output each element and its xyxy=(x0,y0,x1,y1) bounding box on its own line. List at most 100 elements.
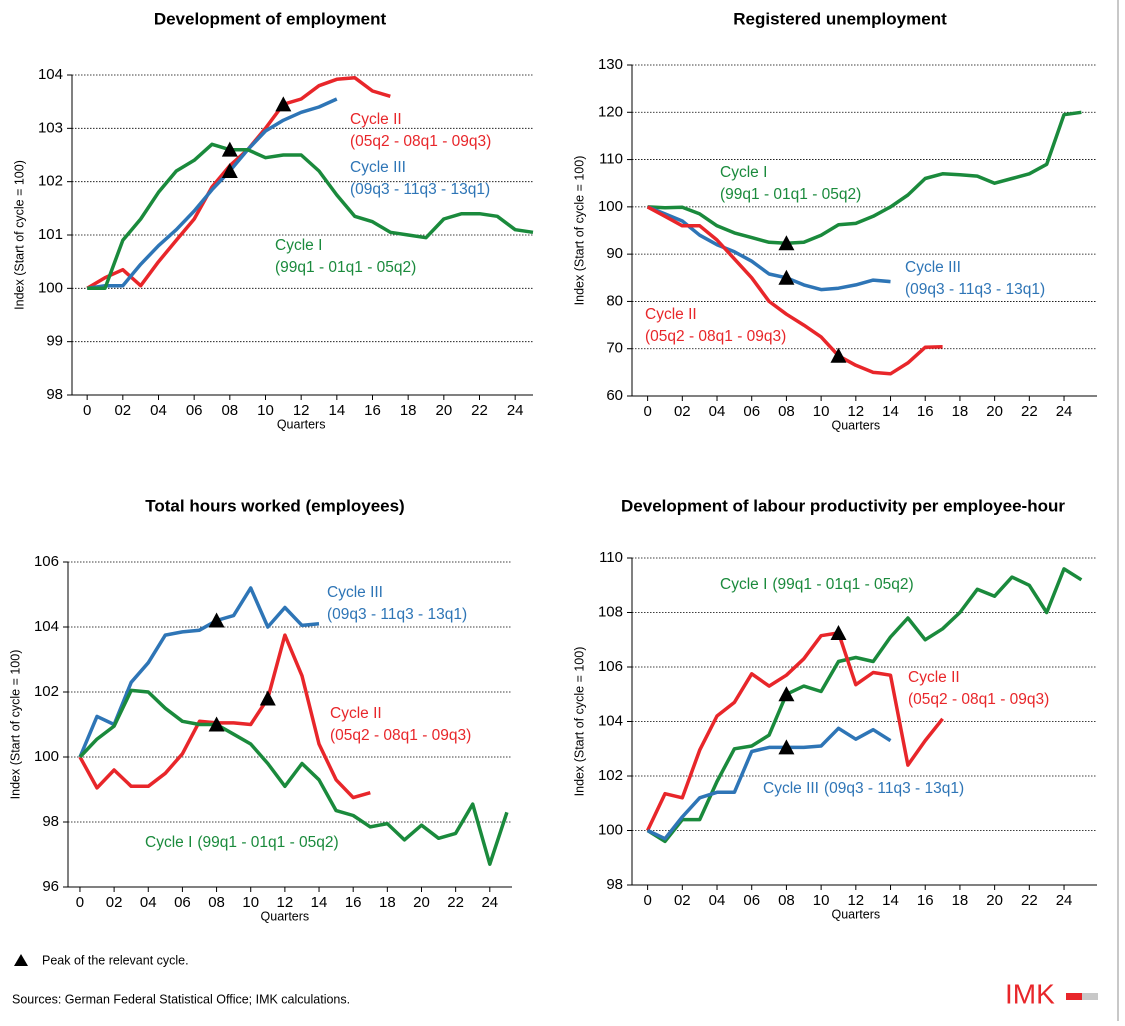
x-axis-label: Quarters xyxy=(832,907,881,921)
y-tick-label: 110 xyxy=(599,151,623,168)
x-tick-label: 12 xyxy=(847,892,864,909)
x-tick-label: 02 xyxy=(114,402,131,419)
peak-marker xyxy=(778,235,795,251)
y-tick-label: 100 xyxy=(598,821,623,838)
x-tick-label: 12 xyxy=(277,894,294,911)
x-axis-label: Quarters xyxy=(261,909,310,923)
series-period: (99q1 - 01q1 - 05q2) xyxy=(772,576,913,593)
series-label: Cycle III xyxy=(350,159,406,176)
x-axis-label: Quarters xyxy=(277,417,326,431)
x-tick-label: 24 xyxy=(1056,892,1073,909)
x-tick-label: 16 xyxy=(917,892,934,909)
x-tick-label: 0 xyxy=(643,403,651,420)
peak-note: Peak of the relevant cycle. xyxy=(42,953,189,967)
series-line xyxy=(78,688,509,866)
x-axis-label: Quarters xyxy=(832,418,881,432)
y-tick-label: 101 xyxy=(38,226,63,243)
chart-title: Development of employment xyxy=(154,9,387,28)
x-tick-label: 18 xyxy=(952,403,969,420)
series-line xyxy=(78,633,371,800)
x-tick-label: 14 xyxy=(311,894,328,911)
x-tick-label: 16 xyxy=(345,894,362,911)
series-period: (09q3 - 11q3 - 13q1) xyxy=(350,181,490,198)
peak-marker xyxy=(778,686,795,702)
chart-title: Registered unemployment xyxy=(733,9,947,28)
series-label: Cycle III xyxy=(905,259,961,276)
series-line xyxy=(646,631,944,832)
y-tick-label: 102 xyxy=(38,173,63,190)
y-tick-label: 98 xyxy=(606,876,623,893)
logo: IMK xyxy=(1005,978,1055,1009)
x-tick-label: 12 xyxy=(847,403,864,420)
logo-bar xyxy=(1066,993,1082,1000)
peak-marker xyxy=(221,141,238,157)
x-tick-label: 02 xyxy=(674,403,691,420)
series-period: (09q3 - 11q3 - 13q1) xyxy=(905,281,1045,298)
series-label: Cycle I xyxy=(145,834,192,851)
x-tick-label: 10 xyxy=(257,402,274,419)
peak-symbol xyxy=(14,954,28,966)
series-period: (99q1 - 01q1 - 05q2) xyxy=(275,259,416,276)
x-tick-label: 04 xyxy=(709,892,726,909)
x-tick-label: 08 xyxy=(778,892,795,909)
series-period: (05q2 - 08q1 - 09q3) xyxy=(645,328,786,345)
y-tick-label: 90 xyxy=(606,245,623,262)
x-tick-label: 02 xyxy=(106,894,123,911)
y-axis-label: Index (Start of cycle = 100) xyxy=(12,160,26,310)
peak-marker xyxy=(221,163,238,178)
x-tick-label: 20 xyxy=(986,892,1003,909)
y-tick-label: 102 xyxy=(598,767,623,784)
y-tick-label: 100 xyxy=(38,279,63,296)
x-tick-label: 06 xyxy=(186,402,203,419)
x-tick-label: 0 xyxy=(643,892,651,909)
chart-title: Total hours worked (employees) xyxy=(145,496,404,515)
x-tick-label: 10 xyxy=(242,894,259,911)
series-period: (05q2 - 08q1 - 09q3) xyxy=(908,691,1049,708)
x-tick-label: 16 xyxy=(364,402,381,419)
peak-marker xyxy=(830,347,847,363)
x-tick-label: 16 xyxy=(917,403,934,420)
x-tick-label: 08 xyxy=(778,403,795,420)
x-tick-label: 10 xyxy=(813,892,830,909)
series-period: (05q2 - 08q1 - 09q3) xyxy=(350,133,491,150)
y-tick-label: 98 xyxy=(46,386,63,403)
y-axis-label: Index (Start of cycle = 100) xyxy=(572,647,586,797)
series-period: (99q1 - 01q1 - 05q2) xyxy=(197,834,338,851)
series-line xyxy=(87,142,534,291)
series-label: Cycle I xyxy=(720,164,767,181)
series-label: Cycle III xyxy=(327,584,383,601)
x-tick-label: 0 xyxy=(76,894,84,911)
x-tick-label: 20 xyxy=(435,402,452,419)
x-tick-label: 06 xyxy=(743,403,760,420)
x-tick-label: 20 xyxy=(986,403,1003,420)
peak-marker xyxy=(208,716,225,732)
x-tick-label: 18 xyxy=(379,894,396,911)
y-tick-label: 60 xyxy=(606,387,623,404)
chart-title: Development of labour productivity per e… xyxy=(621,496,1065,515)
peak-marker xyxy=(830,624,847,640)
y-axis-label: Index (Start of cycle = 100) xyxy=(572,156,586,306)
peak-marker xyxy=(778,739,795,755)
y-axis-label: Index (Start of cycle = 100) xyxy=(8,650,22,800)
series-label: Cycle II xyxy=(350,111,402,128)
sources: Sources: German Federal Statistical Offi… xyxy=(12,992,350,1006)
x-tick-label: 24 xyxy=(1056,403,1073,420)
series-label: Cycle I xyxy=(720,576,767,593)
y-tick-label: 103 xyxy=(38,119,63,136)
x-tick-label: 22 xyxy=(471,402,488,419)
y-tick-label: 98 xyxy=(42,813,59,830)
y-tick-label: 70 xyxy=(606,340,623,357)
series-label: Cycle III xyxy=(763,780,819,797)
x-tick-label: 04 xyxy=(150,402,167,419)
peak-marker xyxy=(275,96,292,112)
peak-marker xyxy=(208,612,225,628)
series-line xyxy=(86,97,338,291)
x-tick-label: 08 xyxy=(208,894,225,911)
x-tick-label: 10 xyxy=(813,403,830,420)
logo-bar xyxy=(1082,993,1098,1000)
series-label: Cycle II xyxy=(908,669,960,686)
y-tick-label: 104 xyxy=(34,618,59,635)
x-tick-label: 04 xyxy=(140,894,157,911)
y-tick-label: 110 xyxy=(599,549,623,566)
